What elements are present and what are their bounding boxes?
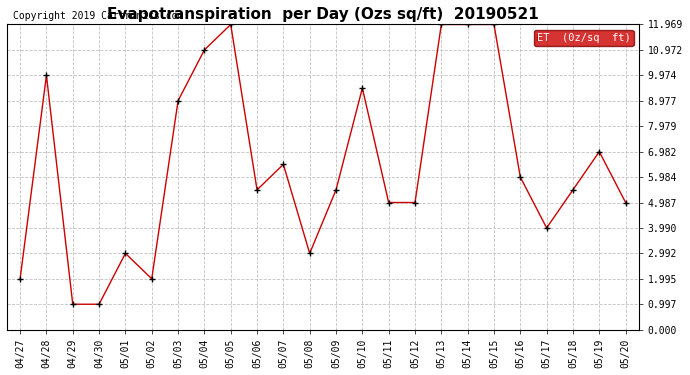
Legend: ET  (0z/sq  ft): ET (0z/sq ft) (533, 30, 633, 46)
Title: Evapotranspiration  per Day (Ozs sq/ft)  20190521: Evapotranspiration per Day (Ozs sq/ft) 2… (107, 7, 539, 22)
Text: Copyright 2019 Cartronics.com: Copyright 2019 Cartronics.com (13, 12, 184, 21)
